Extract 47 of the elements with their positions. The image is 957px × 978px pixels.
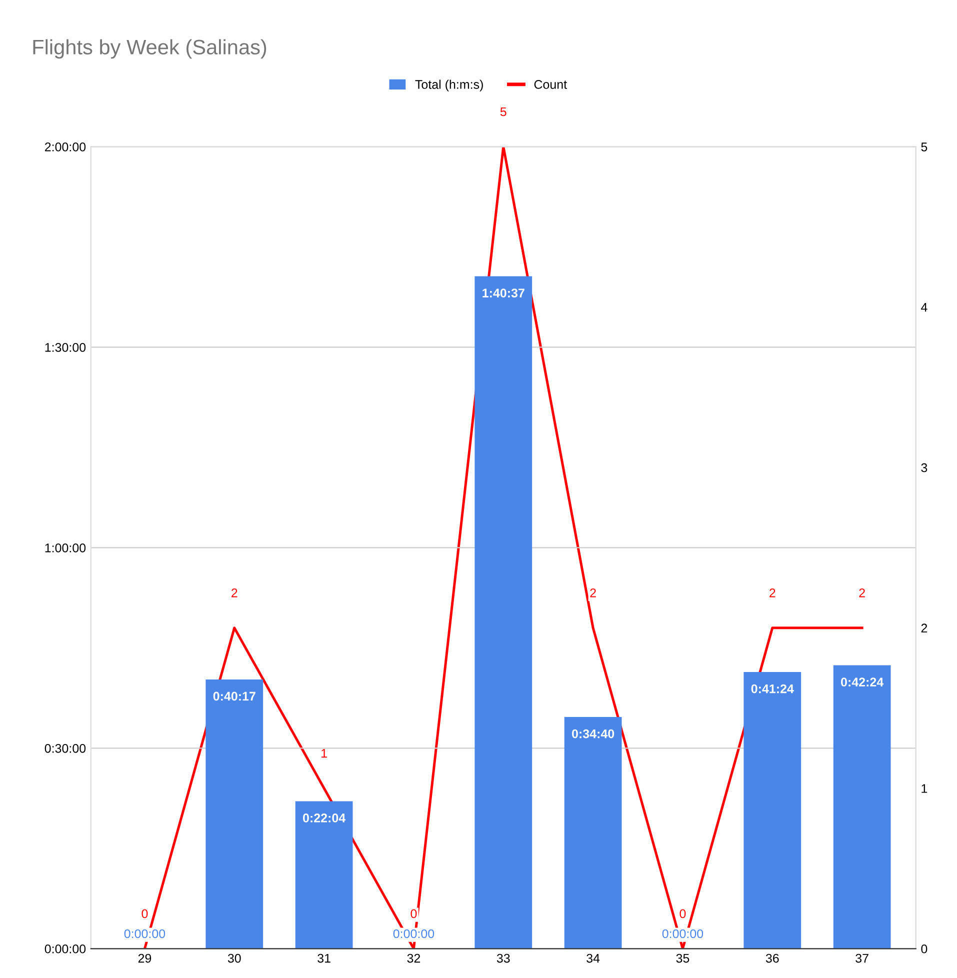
data-label: 0:00:00 xyxy=(662,929,704,938)
bar xyxy=(295,801,353,949)
y-tick-label: 0:00:00 xyxy=(44,944,86,954)
bar xyxy=(564,716,622,949)
x-tick-label: 33 xyxy=(496,954,510,963)
x-tick-label: 37 xyxy=(856,954,868,963)
bar xyxy=(474,276,532,949)
y2-tick-label: 2 xyxy=(921,624,928,632)
bar xyxy=(206,679,264,949)
data-label: 2 xyxy=(232,588,238,598)
y2-tick-label: 3 xyxy=(921,463,928,472)
x-tick-label: 34 xyxy=(586,954,600,963)
x-tick-label: 36 xyxy=(766,954,779,963)
chart-title: Flights by Week (Salinas) xyxy=(33,39,266,59)
data-label: 0:00:00 xyxy=(124,929,166,938)
x-tick-label: 30 xyxy=(228,954,241,963)
data-label: 0 xyxy=(410,909,417,918)
y2-tick-label: 4 xyxy=(920,303,928,312)
y2-tick-label: 0 xyxy=(921,944,928,954)
data-label: 1 xyxy=(322,749,327,758)
data-label: 2 xyxy=(770,588,776,598)
data-label: 0:00:00 xyxy=(393,929,434,938)
x-tick-label: 31 xyxy=(318,954,330,963)
y2-tick-label: 1 xyxy=(922,784,928,793)
y-tick-label: 0:30:00 xyxy=(44,744,86,753)
data-label: 0:42:24 xyxy=(841,678,884,687)
y-tick-label: 1:30:00 xyxy=(45,342,86,352)
data-label: 0:22:04 xyxy=(303,814,346,822)
legend-label: Count xyxy=(534,80,567,89)
y-tick-label: 1:00:00 xyxy=(45,543,86,552)
data-label: 0 xyxy=(680,909,686,918)
data-label: 0:34:40 xyxy=(572,729,614,738)
bar xyxy=(744,672,802,949)
data-label: 5 xyxy=(500,107,506,116)
y-tick-label: 2:00:00 xyxy=(44,142,86,152)
y2-tick-label: 5 xyxy=(921,142,928,152)
bar xyxy=(833,665,891,949)
data-label: 0 xyxy=(142,909,148,918)
data-label: 2 xyxy=(590,588,596,598)
x-tick-label: 29 xyxy=(138,954,152,963)
data-label: 1:40:37 xyxy=(482,288,524,298)
data-label: 0:41:24 xyxy=(751,684,794,694)
x-tick-label: 35 xyxy=(676,954,690,963)
data-label: 0:40:17 xyxy=(213,692,256,701)
x-tick-label: 32 xyxy=(407,954,420,963)
data-label: 2 xyxy=(859,588,865,598)
legend-label: Total (h:m:s) xyxy=(415,80,483,92)
